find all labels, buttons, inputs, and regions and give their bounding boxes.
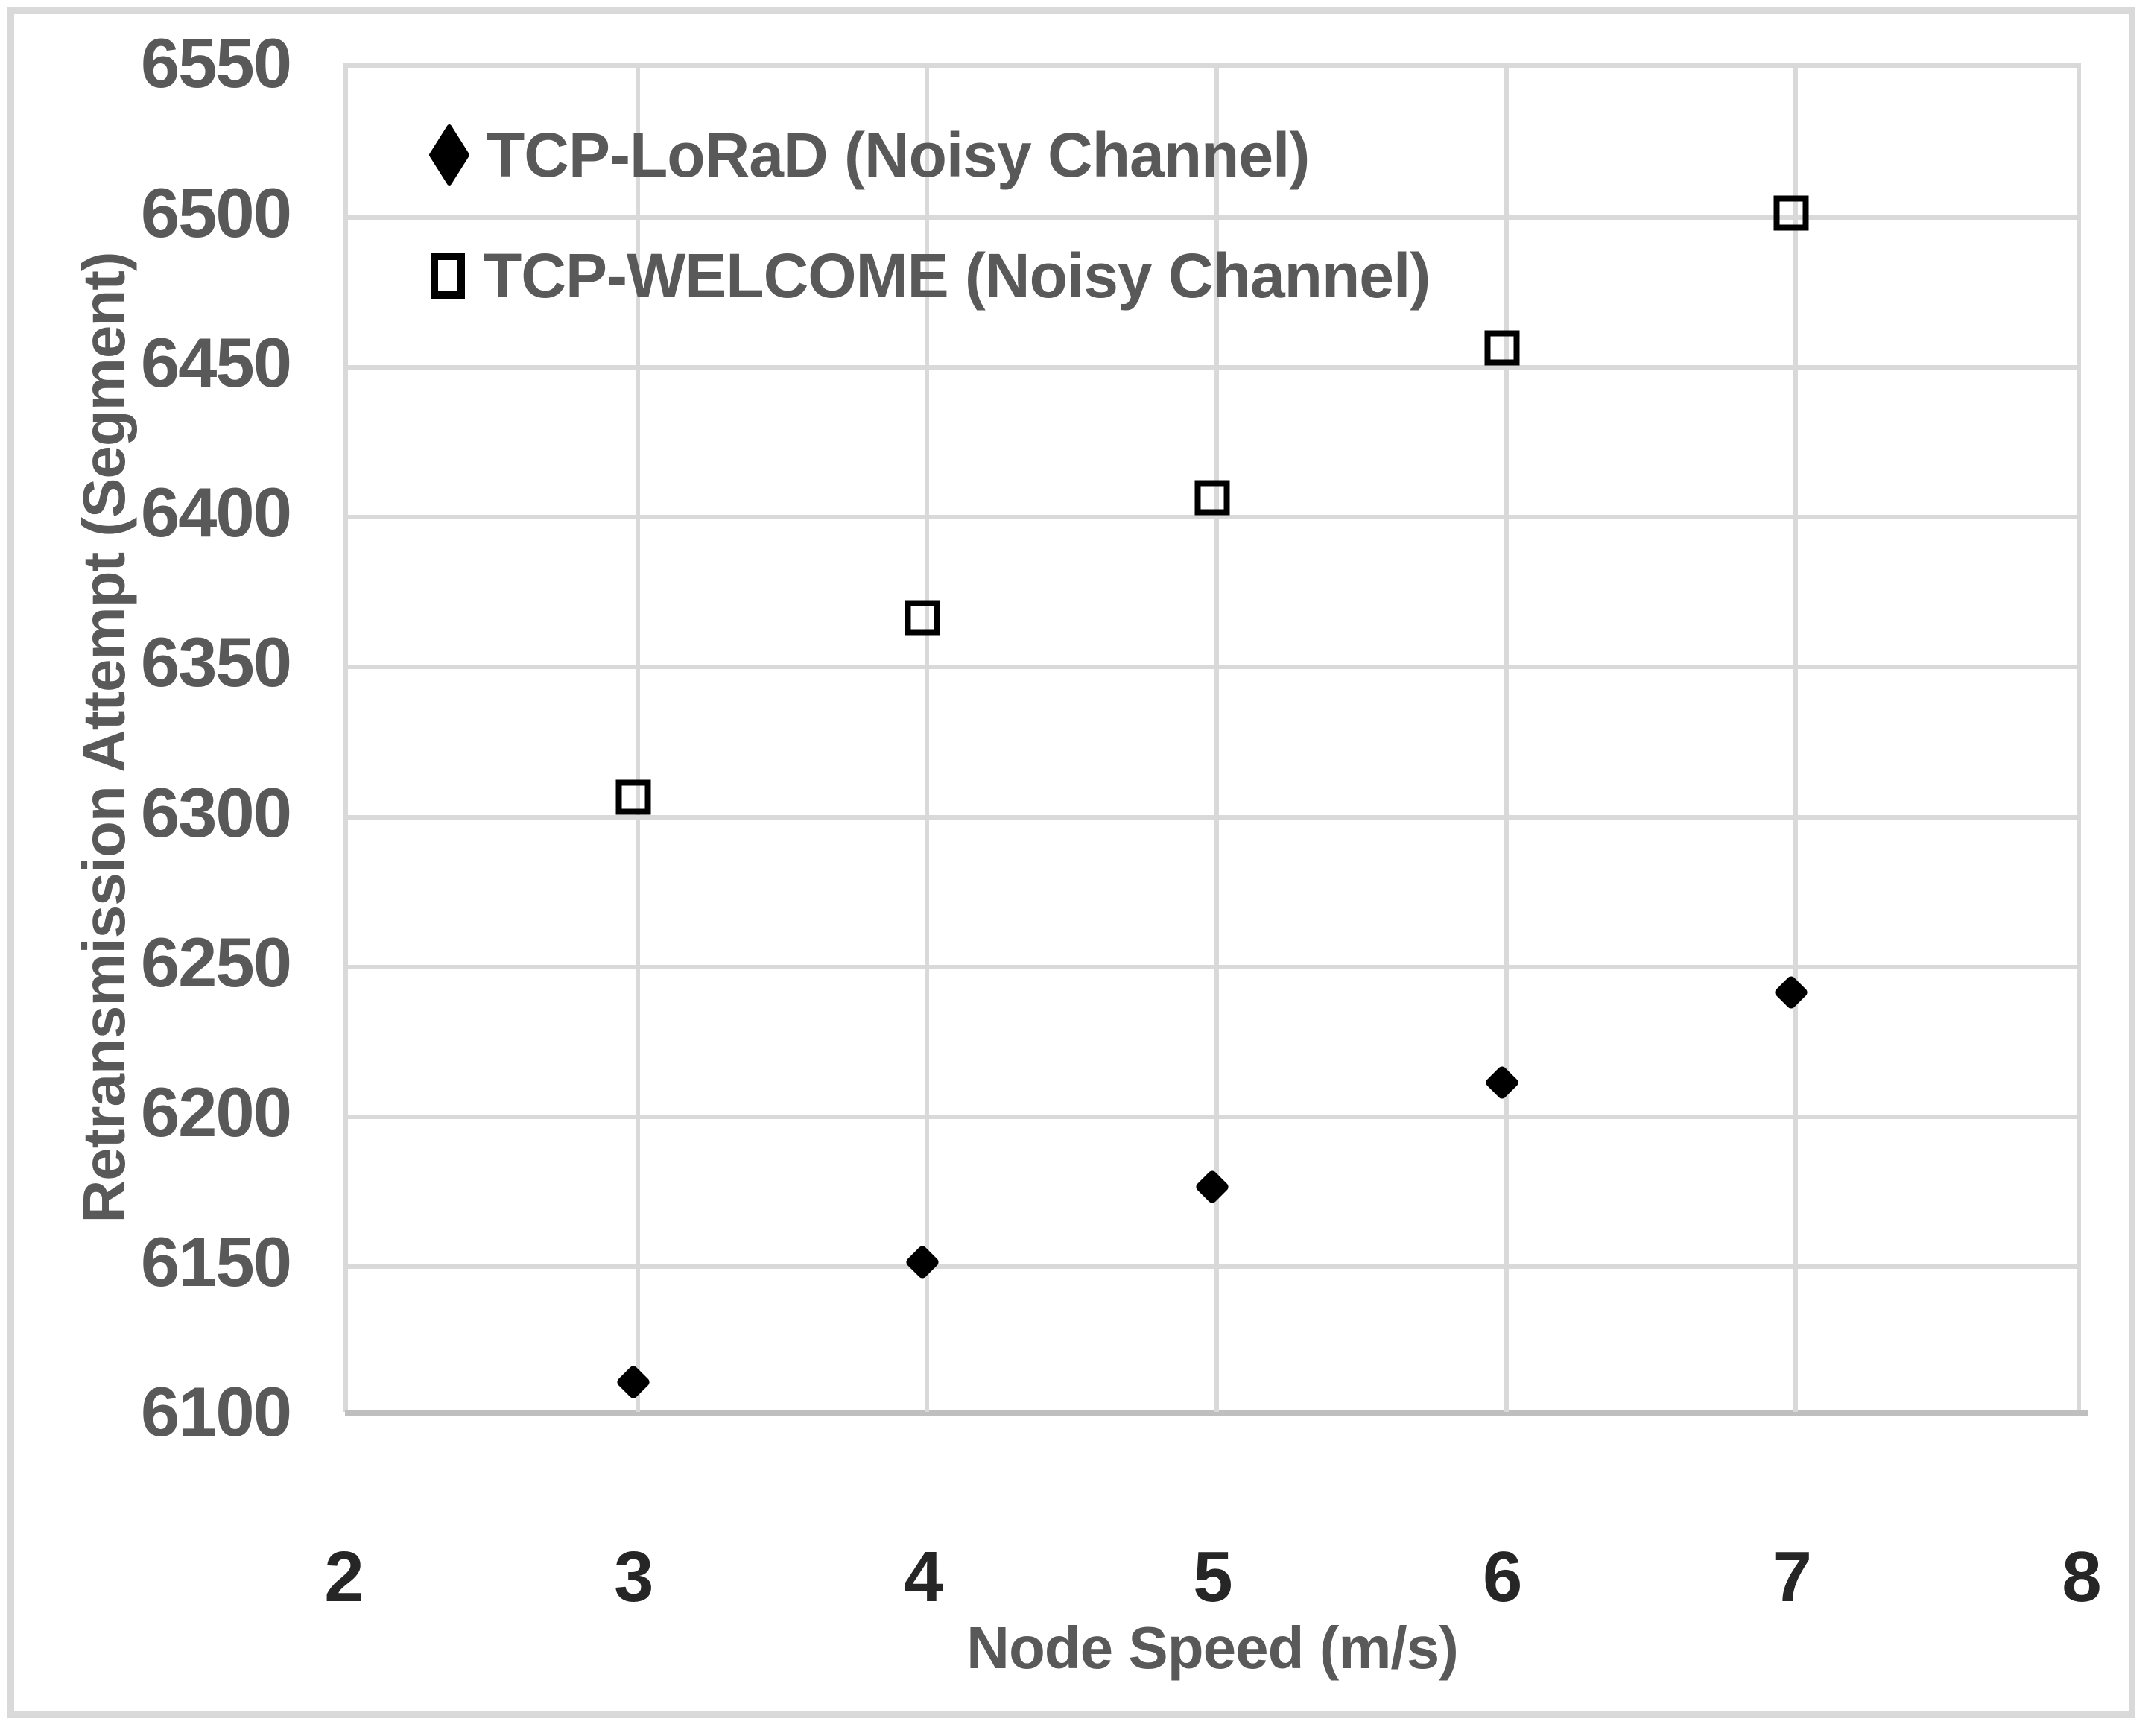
legend-label-tcp-lorad: TCP-LoRaD (Noisy Channel)	[487, 119, 1310, 190]
x-tick-label: 4	[903, 1537, 943, 1617]
y-tick-label: 6400	[140, 473, 292, 552]
x-tick-label: 5	[1193, 1537, 1232, 1617]
data-point-tcp-welcome	[615, 779, 651, 815]
y-tick-label: 6500	[140, 174, 292, 253]
figure-border	[7, 7, 2135, 1718]
y-tick-label: 6200	[140, 1072, 292, 1151]
y-tick-label: 6550	[140, 24, 292, 102]
gridline-horizontal	[348, 1114, 2077, 1119]
y-tick-label: 6250	[140, 922, 292, 1001]
data-point-tcp-welcome	[905, 600, 940, 636]
legend-label-tcp-welcome: TCP-WELCOME (Noisy Channel)	[484, 240, 1431, 311]
x-tick-label: 8	[2062, 1537, 2101, 1617]
gridline-horizontal	[348, 665, 2077, 670]
gridline-horizontal	[348, 964, 2077, 969]
data-point-tcp-welcome	[1773, 195, 1809, 231]
x-tick-label: 3	[613, 1537, 653, 1617]
y-tick-label: 6300	[140, 773, 292, 852]
gridline-horizontal	[348, 814, 2077, 820]
plot-area	[343, 63, 2088, 1416]
y-axis-title: Retransmission Attempt (Segment)	[71, 252, 137, 1223]
gridline-horizontal	[348, 515, 2077, 520]
data-point-tcp-welcome	[1194, 480, 1230, 516]
gridline-vertical	[1504, 68, 1509, 1412]
y-tick-label: 6100	[140, 1372, 292, 1451]
gridline-horizontal	[348, 1264, 2077, 1269]
x-axis-line	[345, 1410, 2088, 1416]
gridline-vertical	[925, 68, 930, 1412]
y-tick-label: 6350	[140, 623, 292, 702]
gridline-vertical	[635, 68, 640, 1412]
gridline-vertical	[1793, 68, 1799, 1412]
gridline-horizontal	[348, 365, 2077, 370]
legend-item-tcp-welcome: TCP-WELCOME (Noisy Channel)	[428, 238, 1431, 313]
gridline-vertical	[1214, 68, 1219, 1412]
y-tick-label: 6450	[140, 323, 292, 402]
x-tick-label: 7	[1772, 1537, 1812, 1617]
data-point-tcp-welcome	[1484, 330, 1520, 366]
gridline-horizontal	[348, 215, 2077, 221]
y-tick-label: 6150	[140, 1222, 292, 1301]
x-axis-title: Node Speed (m/s)	[966, 1615, 1459, 1681]
x-tick-label: 2	[324, 1537, 364, 1617]
x-tick-label: 6	[1482, 1537, 1522, 1617]
legend-item-tcp-lorad: TCP-LoRaD (Noisy Channel)	[428, 118, 1310, 192]
filled-diamond-icon	[429, 124, 469, 186]
hollow-square-icon	[431, 253, 465, 299]
